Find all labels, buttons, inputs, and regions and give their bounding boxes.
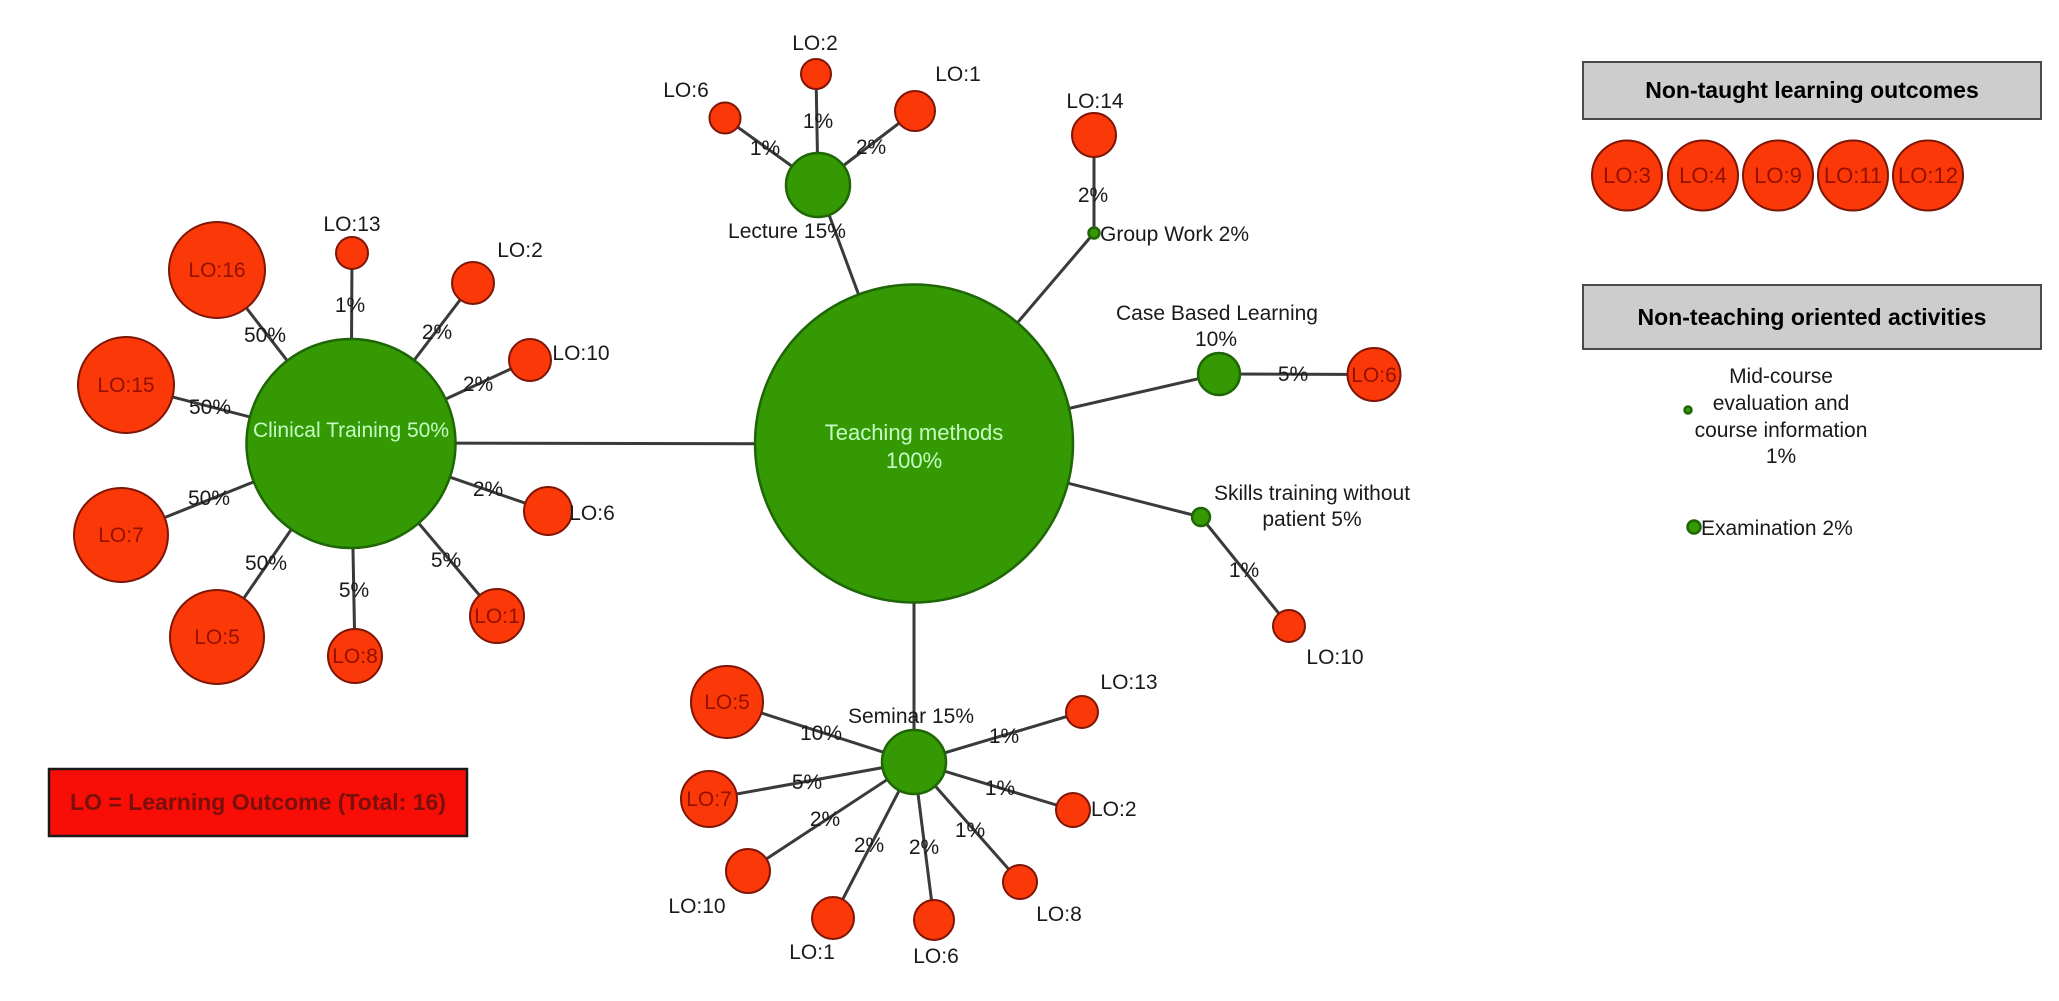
svg-text:evaluation and: evaluation and (1713, 392, 1850, 415)
svg-text:Non-taught learning outcomes: Non-taught learning outcomes (1645, 77, 1979, 103)
svg-text:LO:13: LO:13 (323, 213, 380, 236)
svg-text:1%: 1% (803, 110, 833, 133)
svg-text:Clinical Training 50%: Clinical Training 50% (253, 419, 449, 442)
svg-text:course information: course information (1695, 419, 1868, 442)
svg-text:1%: 1% (1229, 559, 1259, 582)
svg-text:Teaching methods: Teaching methods (825, 420, 1004, 445)
svg-text:50%: 50% (245, 552, 287, 575)
svg-text:LO:2: LO:2 (792, 32, 838, 55)
svg-text:2%: 2% (854, 834, 884, 857)
svg-text:LO:1: LO:1 (935, 63, 981, 86)
svg-text:LO:5: LO:5 (194, 626, 240, 649)
svg-text:5%: 5% (792, 771, 822, 794)
svg-text:1%: 1% (1766, 445, 1796, 468)
svg-text:LO:1: LO:1 (474, 605, 520, 628)
svg-text:LO:15: LO:15 (97, 374, 154, 397)
svg-text:LO:4: LO:4 (1679, 163, 1727, 188)
svg-text:2%: 2% (463, 373, 493, 396)
svg-text:LO:6: LO:6 (1351, 364, 1397, 387)
svg-text:LO:16: LO:16 (188, 259, 245, 282)
svg-text:1%: 1% (335, 294, 365, 317)
svg-text:LO:3: LO:3 (1603, 163, 1651, 188)
svg-text:LO:8: LO:8 (1036, 903, 1082, 926)
svg-text:50%: 50% (244, 324, 286, 347)
svg-text:2%: 2% (422, 321, 452, 344)
svg-text:5%: 5% (1278, 363, 1308, 386)
svg-text:LO:2: LO:2 (497, 239, 543, 262)
svg-text:LO:10: LO:10 (1306, 646, 1363, 669)
svg-text:LO = Learning Outcome (Total:: LO = Learning Outcome (Total: 16) (70, 789, 446, 815)
svg-text:LO:6: LO:6 (663, 79, 709, 102)
svg-text:5%: 5% (339, 579, 369, 602)
svg-text:10%: 10% (800, 722, 842, 745)
svg-text:LO:6: LO:6 (569, 502, 615, 525)
svg-text:LO:10: LO:10 (668, 895, 725, 918)
svg-text:2%: 2% (810, 808, 840, 831)
svg-text:Case Based Learning: Case Based Learning (1116, 302, 1318, 325)
svg-text:LO:8: LO:8 (332, 645, 378, 668)
svg-text:Group Work 2%: Group Work 2% (1100, 223, 1249, 246)
svg-text:LO:7: LO:7 (98, 524, 144, 547)
svg-text:100%: 100% (886, 448, 942, 473)
svg-text:Non-teaching oriented activiti: Non-teaching oriented activities (1638, 304, 1987, 330)
svg-text:LO:13: LO:13 (1100, 671, 1157, 694)
svg-text:1%: 1% (750, 137, 780, 160)
svg-text:LO:12: LO:12 (1898, 163, 1958, 188)
svg-text:Seminar 15%: Seminar 15% (848, 705, 974, 728)
svg-text:Lecture 15%: Lecture 15% (728, 220, 846, 243)
svg-text:Mid-course: Mid-course (1729, 365, 1833, 388)
svg-text:2%: 2% (473, 478, 503, 501)
svg-text:patient 5%: patient 5% (1262, 508, 1361, 531)
svg-text:1%: 1% (985, 777, 1015, 800)
svg-text:LO:1: LO:1 (789, 941, 835, 964)
svg-text:50%: 50% (188, 487, 230, 510)
svg-text:2%: 2% (909, 836, 939, 859)
svg-text:Examination 2%: Examination 2% (1701, 517, 1853, 540)
svg-text:LO:6: LO:6 (913, 945, 959, 968)
svg-text:10%: 10% (1195, 328, 1237, 351)
svg-text:2%: 2% (1078, 184, 1108, 207)
svg-text:LO:10: LO:10 (552, 342, 609, 365)
svg-text:Skills training without: Skills training without (1214, 482, 1410, 505)
svg-text:2%: 2% (856, 136, 886, 159)
svg-text:LO:9: LO:9 (1754, 163, 1802, 188)
svg-text:50%: 50% (189, 396, 231, 419)
svg-text:1%: 1% (955, 819, 985, 842)
svg-text:5%: 5% (431, 549, 461, 572)
svg-text:LO:14: LO:14 (1066, 90, 1124, 113)
svg-text:LO:2: LO:2 (1091, 798, 1137, 821)
svg-text:LO:5: LO:5 (704, 691, 750, 714)
svg-text:LO:7: LO:7 (686, 788, 732, 811)
svg-text:1%: 1% (989, 725, 1019, 748)
svg-text:LO:11: LO:11 (1824, 163, 1882, 188)
